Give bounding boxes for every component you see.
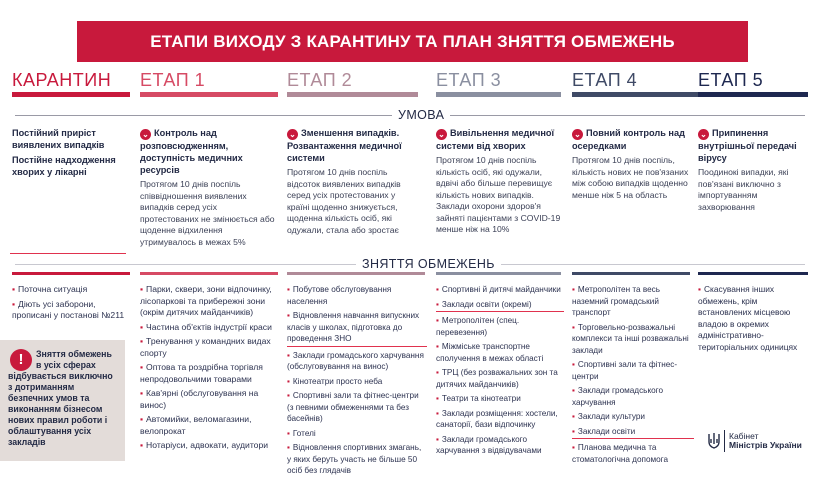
list-item: Поточна ситуація bbox=[12, 284, 132, 296]
stage-bar bbox=[436, 92, 561, 97]
warning-box: ! Зняття обмежень в усіх сферах відбуваєт… bbox=[0, 340, 125, 461]
list-item: Побутове обслуговування населення bbox=[287, 284, 427, 307]
column-bar bbox=[698, 272, 808, 275]
list-item: Відновлення навчання випускних класів у … bbox=[287, 310, 427, 347]
condition-title: Постійний приріст виявлених випадків bbox=[12, 128, 105, 150]
list-item: Відновлення спортивних змагань, у яких б… bbox=[287, 442, 427, 477]
stage-label: КАРАНТИН bbox=[12, 70, 112, 90]
list-item: Спортивні зали та фітнес-центри bbox=[572, 359, 694, 382]
list-item: Торговельно-розважальні комплекси та інш… bbox=[572, 322, 694, 357]
condition-stage-4: ⌄ Повний контроль над осередками Протягом… bbox=[572, 127, 690, 201]
list-item: Заклади громадського харчування bbox=[572, 385, 694, 408]
exclamation-icon: ! bbox=[10, 349, 32, 371]
condition-stage-5: ⌄ Припинення внутрішньої передачі вірусу … bbox=[698, 127, 806, 213]
list-item: Заклади освіти bbox=[572, 426, 694, 439]
list-item: Спортивні й дитячі майданчики bbox=[436, 284, 564, 296]
list-item: Заклади культури bbox=[572, 411, 694, 423]
list-item: Театри та кінотеатри bbox=[436, 393, 564, 405]
list-item: Готелі bbox=[287, 428, 427, 440]
stage-bar bbox=[572, 92, 700, 97]
stage-bar bbox=[287, 92, 418, 97]
condition-text: Поодинокі випадки, які пов'язані виключн… bbox=[698, 167, 789, 212]
restrictions-stage-5: Скасування інших обмежень, крім встановл… bbox=[698, 284, 808, 356]
list-item: Заклади розміщення: хостели, санаторії, … bbox=[436, 408, 564, 431]
restrictions-stage-2: Побутове обслуговування населення Віднов… bbox=[287, 284, 427, 480]
chevron-down-icon: ⌄ bbox=[698, 129, 709, 140]
column-bar bbox=[572, 272, 690, 275]
stage-3: ЕТАП 3 bbox=[436, 70, 561, 97]
column-bar bbox=[287, 272, 425, 275]
stage-bar bbox=[698, 92, 808, 97]
list-item: Тренування у командних видах спорту bbox=[140, 336, 278, 359]
chevron-down-icon: ⌄ bbox=[287, 129, 298, 140]
condition-text: Протягом 10 днів поспіль кількість осіб,… bbox=[436, 155, 561, 234]
condition-title: Повний контроль над осередками bbox=[572, 128, 685, 151]
stage-label: ЕТАП 4 bbox=[572, 70, 638, 90]
column-bar bbox=[12, 272, 130, 275]
condition-title: Припинення внутрішньої передачі вірусу bbox=[698, 128, 797, 163]
condition-stage-2: ⌄ Зменшення випадків. Розвантаження медич… bbox=[287, 127, 417, 236]
list-item: Оптова та роздрібна торгівля непродоволь… bbox=[140, 362, 278, 385]
stage-label: ЕТАП 1 bbox=[140, 70, 206, 90]
condition-stage-1: ⌄ Контроль над розповсюдженням, доступніс… bbox=[140, 127, 275, 248]
condition-stage-3: ⌄ Вивільнення медичної системи від хворих… bbox=[436, 127, 566, 236]
chevron-down-icon: ⌄ bbox=[436, 129, 447, 140]
list-item: Скасування інших обмежень, крім встановл… bbox=[698, 284, 808, 353]
chevron-down-icon: ⌄ bbox=[572, 129, 583, 140]
warning-text: Зняття обмежень в усіх сферах відбуваєть… bbox=[8, 349, 113, 447]
list-item: Спортивні зали та фітнес-центри (з певни… bbox=[287, 390, 427, 425]
condition-quarantine: Постійний приріст виявлених випадків Пос… bbox=[12, 127, 132, 181]
list-item: Міжміське транспортне сполучення в межах… bbox=[436, 341, 564, 364]
condition-title: Постійне надходження хворих у лікарні bbox=[12, 155, 116, 177]
list-item: Кінотеатри просто неба bbox=[287, 376, 427, 388]
page-title: ЕТАПИ ВИХОДУ З КАРАНТИНУ ТА ПЛАН ЗНЯТТЯ … bbox=[77, 21, 748, 62]
list-item: Заклади громадського харчування (обслуго… bbox=[287, 350, 427, 373]
restrictions-heading: ЗНЯТТЯ ОБМЕЖЕНЬ bbox=[356, 256, 501, 272]
stage-bar bbox=[12, 92, 130, 97]
stage-label: ЕТАП 5 bbox=[698, 70, 764, 90]
divider bbox=[724, 430, 725, 452]
list-item: Діють усі заборони, прописані у постанов… bbox=[12, 299, 132, 322]
list-item: Кав'ярні (обслуговування на винос) bbox=[140, 388, 278, 411]
list-item: Метрополітен (спец. перевезення) bbox=[436, 315, 564, 338]
stage-2: ЕТАП 2 bbox=[287, 70, 418, 97]
chevron-down-icon: ⌄ bbox=[140, 129, 151, 140]
list-item: Парки, сквери, зони відпочинку, лісопарк… bbox=[140, 284, 278, 319]
logo-line-1: Кабінет bbox=[729, 431, 759, 441]
stage-1: ЕТАП 1 bbox=[140, 70, 278, 97]
restrictions-stage-3: Спортивні й дитячі майданчики Заклади ос… bbox=[436, 284, 564, 460]
restrictions-quarantine: Поточна ситуація Діють усі заборони, про… bbox=[12, 284, 132, 325]
divider bbox=[10, 253, 126, 254]
condition-text: Протягом 10 днів поспіль співвідношення … bbox=[140, 179, 275, 247]
list-item: Метрополітен та весь наземний громадськи… bbox=[572, 284, 694, 319]
condition-text: Протягом 10 днів поспіль, кількість нови… bbox=[572, 155, 689, 200]
stage-label: ЕТАП 2 bbox=[287, 70, 353, 90]
condition-text: Протягом 10 днів поспіль відсоток виявле… bbox=[287, 167, 401, 235]
trident-icon bbox=[708, 433, 720, 449]
column-bar bbox=[436, 272, 561, 275]
stage-5: ЕТАП 5 bbox=[698, 70, 808, 97]
condition-title: Вивільнення медичної системи від хворих bbox=[436, 128, 555, 151]
condition-heading: УМОВА bbox=[392, 107, 451, 123]
list-item: Автомийки, веломагазини, велопрокат bbox=[140, 414, 278, 437]
stage-label: ЕТАП 3 bbox=[436, 70, 502, 90]
list-item: Заклади освіти (окремі) bbox=[436, 299, 564, 312]
stage-bar bbox=[140, 92, 278, 97]
logo-line-2: Міністрів України bbox=[729, 440, 802, 450]
restrictions-stage-1: Парки, сквери, зони відпочинку, лісопарк… bbox=[140, 284, 278, 455]
list-item: Планова медична та стоматологічна допомо… bbox=[572, 442, 694, 465]
stage-4: ЕТАП 4 bbox=[572, 70, 700, 97]
restrictions-stage-4: Метрополітен та весь наземний громадськи… bbox=[572, 284, 694, 468]
stage-quarantine: КАРАНТИН bbox=[12, 70, 130, 97]
cabinet-logo: Кабінет Міністрів України bbox=[708, 430, 802, 452]
column-bar bbox=[140, 272, 278, 275]
condition-title: Зменшення випадків. Розвантаження медичн… bbox=[287, 128, 402, 163]
list-item: Частина об'єктів індустрії краси bbox=[140, 322, 278, 334]
condition-title: Контроль над розповсюдженням, доступніст… bbox=[140, 128, 243, 175]
list-item: Заклади громадського харчування з відвід… bbox=[436, 434, 564, 457]
list-item: ТРЦ (без розважальних зон та дитячих май… bbox=[436, 367, 564, 390]
list-item: Нотаріуси, адвокати, аудитори bbox=[140, 440, 278, 452]
